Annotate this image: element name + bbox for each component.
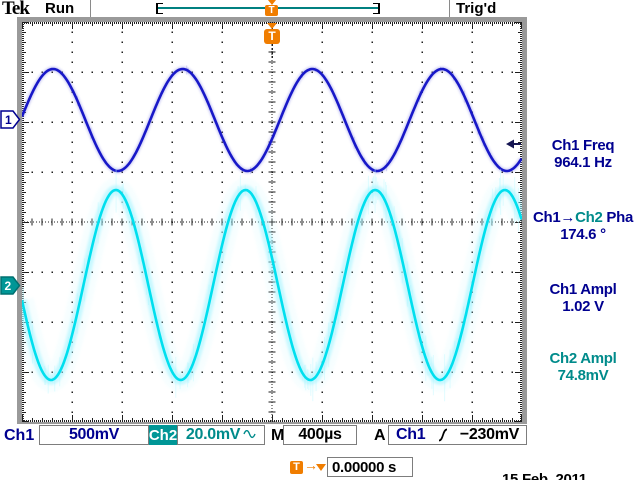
trigger-status: Trig'd [456, 0, 497, 17]
down-triangle-icon [316, 464, 326, 471]
top-bar-divider [449, 0, 450, 17]
trigger-t-icon: T [264, 29, 280, 44]
ch1-scale-box: 500mV [39, 425, 149, 445]
ch2-position-marker: 2 [0, 276, 21, 295]
ch1-marker-label: 1 [5, 113, 12, 127]
top-bar: Tek Run T Trig'd [0, 0, 640, 19]
ch2-label-badge: Ch2 [148, 425, 178, 445]
trigger-position-marker: T [264, 23, 280, 44]
trigger-t-icon: T [290, 461, 303, 474]
acquisition-status: Run [45, 0, 75, 17]
measurement-value: 74.8mV [557, 367, 609, 384]
measurement-value: 174.6 ° [560, 226, 606, 243]
measurement-label: Ch1→Ch2 Pha [532, 209, 634, 226]
trigger-t-icon: T [265, 5, 278, 16]
ch2-scale-box: 20.0mV [177, 425, 265, 445]
ch1-label: Ch1 [4, 427, 35, 444]
trigger-source: Ch1 [396, 426, 426, 443]
down-triangle-icon [267, 0, 276, 5]
tek-logo: Tek [2, 0, 30, 19]
record-right-bracket [373, 3, 380, 14]
rising-edge-icon [438, 428, 447, 442]
trigger-position-marker-minibar: T [265, 0, 278, 16]
measurement-value: 964.1 Hz [554, 154, 612, 171]
record-left-bracket [156, 3, 163, 14]
measurement-ch1-freq: Ch1 Freq 964.1 Hz [526, 137, 640, 171]
measurement-ch1-ch2-phase: Ch1→Ch2 Pha 174.6 ° [526, 209, 640, 243]
measurement-label: Ch1 Ampl [549, 281, 617, 298]
trigger-a-label: A [374, 427, 386, 444]
horizontal-position-box: 0.00000 s [327, 457, 413, 477]
timebase-scale-box: 400µs [283, 425, 357, 445]
trigger-level: −230mV [459, 426, 519, 443]
graticule [22, 22, 522, 422]
measurement-value: 1.02 V [562, 298, 604, 315]
top-bar-divider [90, 0, 91, 17]
measurement-ch1-ampl: Ch1 Ampl 1.02 V [526, 281, 640, 315]
right-arrow-icon: → [304, 457, 318, 473]
measurement-label: Ch1 Freq [551, 137, 615, 154]
ch1-position-marker: 1 [0, 110, 21, 129]
ac-coupling-sine-icon [243, 429, 256, 438]
trigger-readout-box: Ch1 −230mV [388, 425, 527, 445]
ch2-marker-label: 2 [5, 279, 12, 293]
down-triangle-icon [267, 23, 277, 29]
trigger-level-arrow-icon [506, 139, 521, 149]
measurement-ch2-ampl: Ch2 Ampl 74.8mV [526, 350, 640, 384]
date: 15 Feb 2011 [502, 471, 587, 480]
measurement-label: Ch2 Ampl [549, 350, 617, 367]
datetime: 15 Feb 2011 17:26:33 [502, 446, 587, 480]
timebase-label: M [271, 427, 285, 444]
